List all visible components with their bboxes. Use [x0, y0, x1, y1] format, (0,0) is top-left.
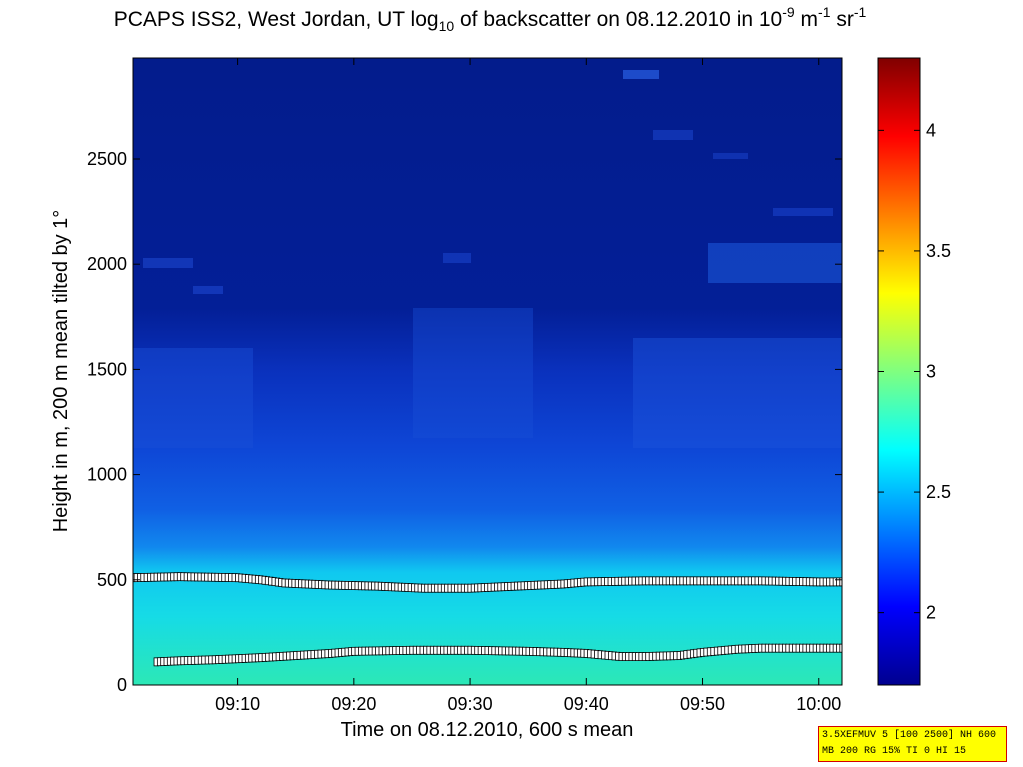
y-tick-label: 1500: [87, 359, 127, 379]
y-axis: 0 500 1000 1500 2000 2500: [87, 149, 842, 695]
parameter-box: 3.5XEFMUV 5 [100 2500] NH 600 MB 200 RG …: [818, 726, 1007, 762]
aerosol-patch: [653, 130, 693, 140]
aerosol-patch: [133, 348, 253, 448]
plot-frame: [132, 57, 843, 686]
colorbar-tick-label: 4: [926, 120, 936, 140]
aerosol-patch: [443, 253, 471, 263]
aerosol-patch: [413, 308, 533, 438]
y-tick-label: 0: [117, 675, 127, 695]
aerosol-patch: [143, 258, 193, 268]
colorbar-tick-label: 2: [926, 603, 936, 623]
aerosol-patches: [133, 70, 842, 448]
colorbar-tick-label: 3: [926, 362, 936, 382]
x-tick-label: 09:30: [448, 694, 493, 714]
aerosol-patch: [193, 286, 223, 294]
colorbar-tick-label: 3.5: [926, 241, 951, 261]
parameter-line-2: MB 200 RG 15% TI 0 HI 15: [822, 746, 967, 757]
aerosol-patch: [708, 243, 842, 283]
x-tick-label: 10:00: [796, 694, 841, 714]
y-tick-label: 500: [97, 570, 127, 590]
y-tick-label: 2500: [87, 149, 127, 169]
series-upper-layer: [133, 572, 842, 593]
aerosol-patch: [623, 70, 659, 79]
aerosol-patch: [633, 338, 842, 448]
colorbar-tick-label: 2.5: [926, 482, 951, 502]
series-lower-layer: [153, 643, 842, 667]
y-tick-label: 2000: [87, 254, 127, 274]
colorbar-ticks: 2 2.5 3 3.5 4: [878, 120, 951, 623]
aerosol-patch: [713, 153, 748, 159]
layer-markers: [133, 572, 842, 667]
chart-title: PCAPS ISS2, West Jordan, UT log10 of bac…: [113, 4, 867, 34]
x-tick-label: 09:50: [680, 694, 725, 714]
y-axis-label: Height in m, 200 m mean tilted by 1°: [50, 210, 72, 533]
x-tick-label: 09:20: [331, 694, 376, 714]
aerosol-patch: [773, 208, 833, 216]
parameter-line-1: 3.5XEFMUV 5 [100 2500] NH 600: [822, 730, 997, 741]
y-tick-label: 1000: [87, 465, 127, 485]
x-axis-label: Time on 08.12.2010, 600 s mean: [341, 719, 634, 741]
colorbar: [877, 57, 921, 686]
x-axis: 09:10 09:20 09:30 09:40 09:50 10:00: [215, 58, 841, 714]
x-tick-label: 09:10: [215, 694, 260, 714]
x-tick-label: 09:40: [564, 694, 609, 714]
